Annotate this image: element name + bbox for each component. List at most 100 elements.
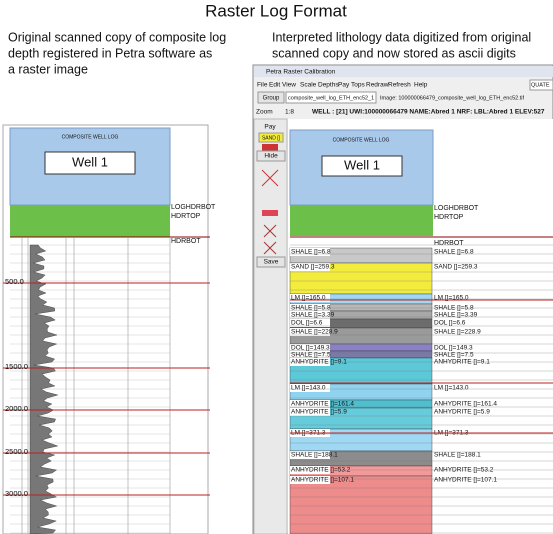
- lithology-label: LM []=165.0: [291, 295, 326, 302]
- save-button[interactable]: [256, 256, 286, 268]
- log-curve: [29, 244, 59, 534]
- track-header: [290, 205, 433, 236]
- label-bg: [290, 294, 330, 302]
- lithology-label: SAND []=259.3: [291, 264, 335, 271]
- group-value[interactable]: composite_well_log_ETH_enc52_1: [288, 95, 374, 101]
- label-bg: [290, 351, 330, 359]
- quate[interactable]: QUATE: [531, 82, 550, 88]
- depth-label: 2500.0: [5, 447, 28, 456]
- lithology-label: ANHYDRITE []=5.9: [291, 409, 347, 416]
- marker: HDRTOP: [434, 214, 464, 221]
- lithology-label: ANHYDRITE []=9.1: [434, 359, 490, 366]
- figure-title: Raster Log Format: [205, 1, 347, 20]
- well-box: [321, 155, 403, 177]
- caption: Original scanned copy of composite log: [8, 30, 226, 44]
- marker: LOGHDRBOT: [171, 204, 216, 211]
- lithology-label: SHALE []=7.5: [434, 352, 474, 359]
- group-button[interactable]: [257, 91, 285, 104]
- well-name: Well 1: [344, 157, 380, 172]
- lithology-label: SAND []=259.3: [434, 264, 478, 271]
- lithology-label: SHALE []=7.5: [291, 352, 331, 359]
- lithology-label: DOL []=149.3: [291, 345, 330, 352]
- lithology-label: SHALE []=228.9: [291, 329, 338, 336]
- group-dropdown[interactable]: [285, 91, 377, 104]
- label-bg: [290, 384, 330, 392]
- icon[interactable]: [261, 169, 279, 187]
- caption: a raster image: [8, 62, 88, 76]
- menu-item[interactable]: Tops: [351, 82, 365, 89]
- lithology-label: LM []=165.0: [434, 295, 469, 302]
- label-bg: [290, 344, 330, 352]
- sand-button[interactable]: [258, 132, 284, 143]
- marker: HDRTOP: [171, 213, 201, 220]
- lithology-label: SHALE []=228.9: [434, 329, 481, 336]
- menu-item[interactable]: Pay: [338, 82, 350, 89]
- lithology-label: SHALE []=188.1: [291, 452, 338, 459]
- label-bg: [290, 408, 330, 416]
- save-label[interactable]: Save: [264, 259, 279, 266]
- caption: scanned copy and now stored as ascii dig…: [272, 46, 516, 60]
- label-bg: [290, 476, 330, 484]
- menu-item[interactable]: Help: [414, 82, 428, 89]
- menu-item[interactable]: Edit: [269, 82, 280, 89]
- sand-label[interactable]: SAND []: [262, 135, 281, 141]
- label-bg: [290, 263, 330, 271]
- lithology-label: ANHYDRITE []=161.4: [291, 401, 354, 408]
- icon[interactable]: [262, 144, 278, 151]
- depth-label: 3000.0: [5, 489, 28, 498]
- label-bg: [290, 248, 330, 256]
- header-text: COMPOSITE WELL LOG: [333, 137, 390, 143]
- label-bg: [290, 328, 330, 336]
- menu-item[interactable]: Refresh: [388, 82, 411, 89]
- menu-item[interactable]: Depths: [318, 82, 339, 89]
- label-bg: [290, 400, 330, 408]
- lithology-label: ANHYDRITE []=107.1: [291, 477, 354, 484]
- lithology-label: ANHYDRITE []=107.1: [434, 477, 497, 484]
- depth-label: 2000.0: [5, 404, 28, 413]
- lithology-label: DOL []=149.3: [434, 345, 473, 352]
- lithology-label: ANHYDRITE []=5.9: [434, 409, 490, 416]
- lithology-label: DOL []=6.6: [291, 320, 323, 327]
- lithology-label: LM []=143.0: [291, 385, 326, 392]
- marker: LOGHDRBOT: [434, 205, 479, 212]
- track-header: [10, 205, 170, 237]
- lithology-label: SHALE []=6.8: [434, 249, 474, 256]
- pay-label: Pay: [264, 124, 276, 131]
- zoom-value[interactable]: 1:8: [285, 109, 294, 116]
- lithology-label: SHALE []=5.8: [434, 305, 474, 312]
- caption: Interpreted lithology data digitized fro…: [272, 30, 531, 44]
- label-bg: [290, 451, 330, 459]
- menu-item[interactable]: Scale: [300, 82, 317, 89]
- marker: HDRBOT: [171, 238, 201, 245]
- lithology-label: ANHYDRITE []=53.2: [434, 467, 494, 474]
- icon[interactable]: [262, 210, 278, 216]
- caption: depth registered in Petra software as: [8, 46, 212, 60]
- well-info: WELL : [21] UWI:100000066479 NAME:Abred …: [312, 109, 545, 116]
- lithology-label: LM []=143.0: [434, 385, 469, 392]
- header-text: COMPOSITE WELL LOG: [62, 134, 119, 140]
- zoom-label: Zoom: [256, 109, 273, 116]
- window-title: Petra Raster Calibration: [266, 69, 336, 76]
- lithology-label: ANHYDRITE []=9.1: [291, 359, 347, 366]
- icon[interactable]: [263, 224, 277, 255]
- lithology-label: SHALE []=5.8: [291, 305, 331, 312]
- menu-item[interactable]: File: [257, 82, 268, 89]
- lithology-label: SHALE []=6.8: [291, 249, 331, 256]
- menu-item[interactable]: View: [282, 82, 296, 89]
- lithology-label: SHALE []=3.39: [434, 312, 478, 319]
- image-name: Image: 100000066479_composite_well_log_E…: [380, 95, 524, 101]
- lithology-label: ANHYDRITE []=53.2: [291, 467, 351, 474]
- hide-label[interactable]: Hide: [264, 153, 278, 160]
- lithology-label: DOL []=6.6: [434, 320, 466, 327]
- quate-box[interactable]: [529, 79, 553, 91]
- well-box: [44, 151, 136, 175]
- well-name: Well 1: [72, 154, 108, 169]
- hide-button[interactable]: [256, 150, 286, 162]
- menu-item[interactable]: Redraw: [366, 82, 389, 89]
- sidebar: [253, 118, 288, 534]
- scanned-log: COMPOSITE WELL LOG Well 1 LOGHDRBOT HDRT…: [2, 124, 216, 534]
- group-button-label[interactable]: Group: [263, 96, 280, 102]
- depth-label: 1500.0: [5, 362, 28, 371]
- lithology-label: SHALE []=3.39: [291, 312, 335, 319]
